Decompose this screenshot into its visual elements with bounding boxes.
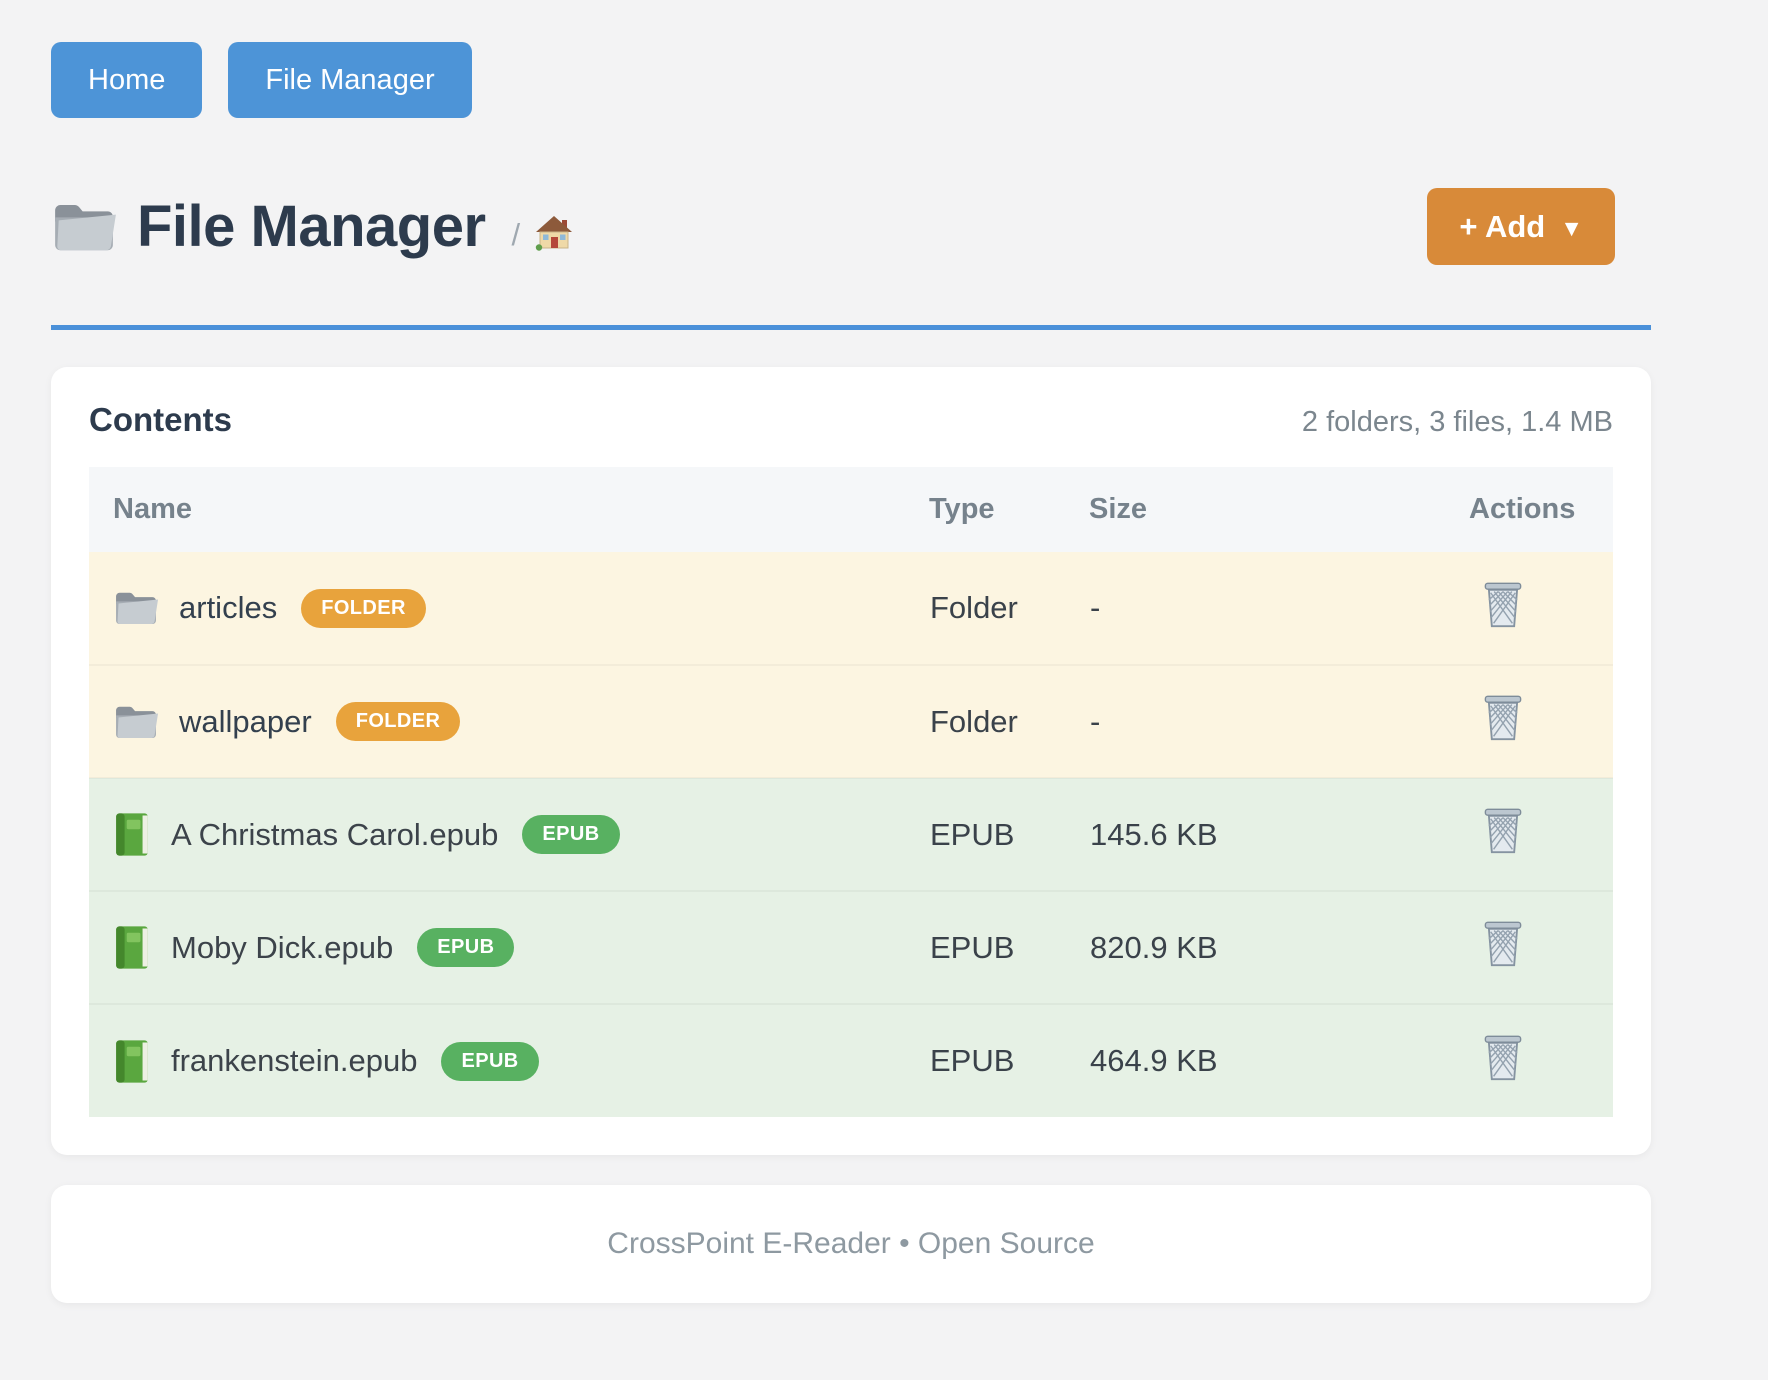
- wastebasket-icon: [1483, 1034, 1523, 1081]
- table-row: articles FOLDER Folder -: [89, 552, 1613, 665]
- folder-badge: FOLDER: [335, 702, 461, 741]
- folder-icon: [113, 703, 159, 741]
- name-cell: frankenstein.epub EPUB: [89, 1004, 929, 1117]
- delete-button[interactable]: [1483, 581, 1523, 628]
- actions-cell: [1469, 891, 1613, 1004]
- contents-card: Contents 2 folders, 3 files, 1.4 MB Name…: [51, 367, 1651, 1155]
- folder-icon: [51, 199, 117, 255]
- file-type: Folder: [929, 552, 1089, 665]
- file-type: EPUB: [929, 891, 1089, 1004]
- file-size: 145.6 KB: [1089, 778, 1469, 891]
- epub-badge: EPUB: [441, 1041, 539, 1081]
- green-book-icon: [113, 811, 151, 858]
- file-name-link[interactable]: frankenstein.epub: [171, 1043, 418, 1078]
- actions-cell: [1469, 552, 1613, 665]
- folder-icon: [113, 589, 159, 627]
- folder-badge: FOLDER: [301, 588, 426, 628]
- file-size: -: [1089, 665, 1469, 778]
- actions-cell: [1469, 1004, 1613, 1117]
- green-book-icon: [113, 1038, 151, 1085]
- column-header-size: Size: [1089, 467, 1469, 552]
- actions-cell: [1469, 778, 1613, 891]
- add-button-label: + Add: [1459, 208, 1546, 244]
- epub-badge: EPUB: [522, 815, 620, 854]
- file-table: Name Type Size Actions articles FOLDER: [89, 467, 1613, 1117]
- column-header-actions: Actions: [1469, 467, 1613, 552]
- file-name-link[interactable]: Moby Dick.epub: [171, 929, 394, 965]
- delete-button[interactable]: [1483, 920, 1523, 967]
- table-header-row: Name Type Size Actions: [89, 467, 1613, 552]
- wastebasket-icon: [1483, 807, 1523, 854]
- file-type: Folder: [929, 665, 1089, 778]
- file-name-link[interactable]: A Christmas Carol.epub: [171, 816, 499, 852]
- breadcrumb-separator: /: [511, 216, 521, 252]
- name-cell: A Christmas Carol.epub EPUB: [89, 778, 929, 891]
- card-title: Contents: [89, 401, 232, 438]
- nav-file-manager-button[interactable]: File Manager: [228, 42, 472, 118]
- file-size: 820.9 KB: [1089, 891, 1469, 1004]
- folder-name-link[interactable]: wallpaper: [179, 703, 312, 739]
- page-title: File Manager: [137, 194, 486, 259]
- contents-card-header: Contents 2 folders, 3 files, 1.4 MB: [89, 401, 1613, 439]
- file-type: EPUB: [929, 778, 1089, 891]
- file-size: 464.9 KB: [1089, 1004, 1469, 1117]
- wastebasket-icon: [1483, 920, 1523, 967]
- name-cell: Moby Dick.epub EPUB: [89, 891, 929, 1004]
- caret-down-icon: ▼: [1560, 214, 1583, 241]
- table-row: wallpaper FOLDER Folder -: [89, 665, 1613, 778]
- home-icon[interactable]: [534, 213, 574, 253]
- delete-button[interactable]: [1483, 807, 1523, 854]
- footer-text: CrossPoint E-Reader • Open Source: [607, 1227, 1095, 1260]
- page-header: File Manager / + Add ▼: [51, 188, 1651, 265]
- wastebasket-icon: [1483, 694, 1523, 741]
- top-nav: Home File Manager: [51, 42, 1651, 118]
- epub-badge: EPUB: [417, 928, 515, 967]
- delete-button[interactable]: [1483, 1034, 1523, 1081]
- footer-card: CrossPoint E-Reader • Open Source: [51, 1185, 1651, 1303]
- table-row: A Christmas Carol.epub EPUB EPUB 145.6 K…: [89, 778, 1613, 891]
- delete-button[interactable]: [1483, 694, 1523, 741]
- folder-name-link[interactable]: articles: [179, 590, 278, 625]
- wastebasket-icon: [1483, 581, 1523, 628]
- column-header-type: Type: [929, 467, 1089, 552]
- name-cell: articles FOLDER: [89, 552, 929, 665]
- table-row: frankenstein.epub EPUB EPUB 464.9 KB: [89, 1004, 1613, 1117]
- file-type: EPUB: [929, 1004, 1089, 1117]
- add-button[interactable]: + Add ▼: [1427, 188, 1615, 265]
- table-row: Moby Dick.epub EPUB EPUB 820.9 KB: [89, 891, 1613, 1004]
- file-size: -: [1089, 552, 1469, 665]
- green-book-icon: [113, 924, 151, 971]
- actions-cell: [1469, 665, 1613, 778]
- name-cell: wallpaper FOLDER: [89, 665, 929, 778]
- contents-summary: 2 folders, 3 files, 1.4 MB: [1301, 406, 1613, 438]
- nav-home-button[interactable]: Home: [51, 42, 203, 118]
- header-divider: [51, 325, 1651, 330]
- column-header-name: Name: [89, 467, 929, 552]
